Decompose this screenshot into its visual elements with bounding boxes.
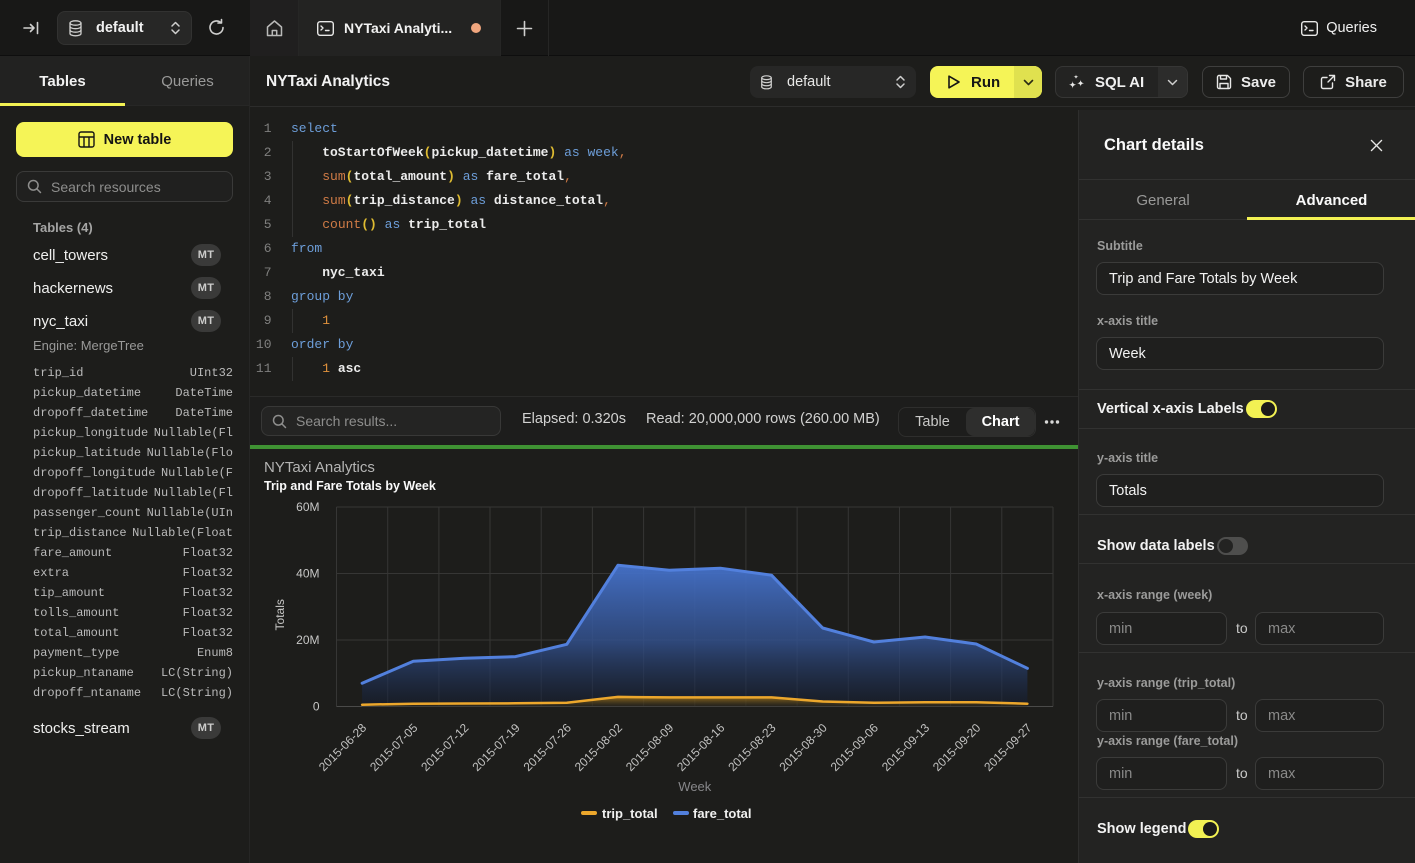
svg-text:2015-09-27: 2015-09-27 <box>981 720 1035 774</box>
svg-text:Week: Week <box>678 779 711 794</box>
svg-text:2015-09-20: 2015-09-20 <box>930 720 984 774</box>
svg-text:2015-08-02: 2015-08-02 <box>572 720 626 774</box>
svg-text:2015-08-16: 2015-08-16 <box>674 720 728 774</box>
svg-text:2015-09-13: 2015-09-13 <box>879 720 933 774</box>
svg-text:40M: 40M <box>296 567 319 581</box>
svg-text:60M: 60M <box>296 500 319 514</box>
svg-text:2015-08-30: 2015-08-30 <box>777 720 831 774</box>
svg-text:fare_total: fare_total <box>693 806 752 821</box>
svg-text:2015-09-06: 2015-09-06 <box>828 720 882 774</box>
svg-text:0: 0 <box>313 700 320 714</box>
svg-text:2015-07-19: 2015-07-19 <box>469 720 523 774</box>
svg-text:2015-07-05: 2015-07-05 <box>367 720 421 774</box>
svg-text:2015-08-23: 2015-08-23 <box>725 720 779 774</box>
svg-text:2015-06-28: 2015-06-28 <box>316 720 370 774</box>
svg-text:20M: 20M <box>296 633 319 647</box>
svg-text:trip_total: trip_total <box>602 806 658 821</box>
svg-text:2015-07-12: 2015-07-12 <box>418 720 472 774</box>
svg-text:Totals: Totals <box>273 599 287 630</box>
svg-text:2015-07-26: 2015-07-26 <box>521 720 575 774</box>
svg-text:2015-08-09: 2015-08-09 <box>623 720 677 774</box>
